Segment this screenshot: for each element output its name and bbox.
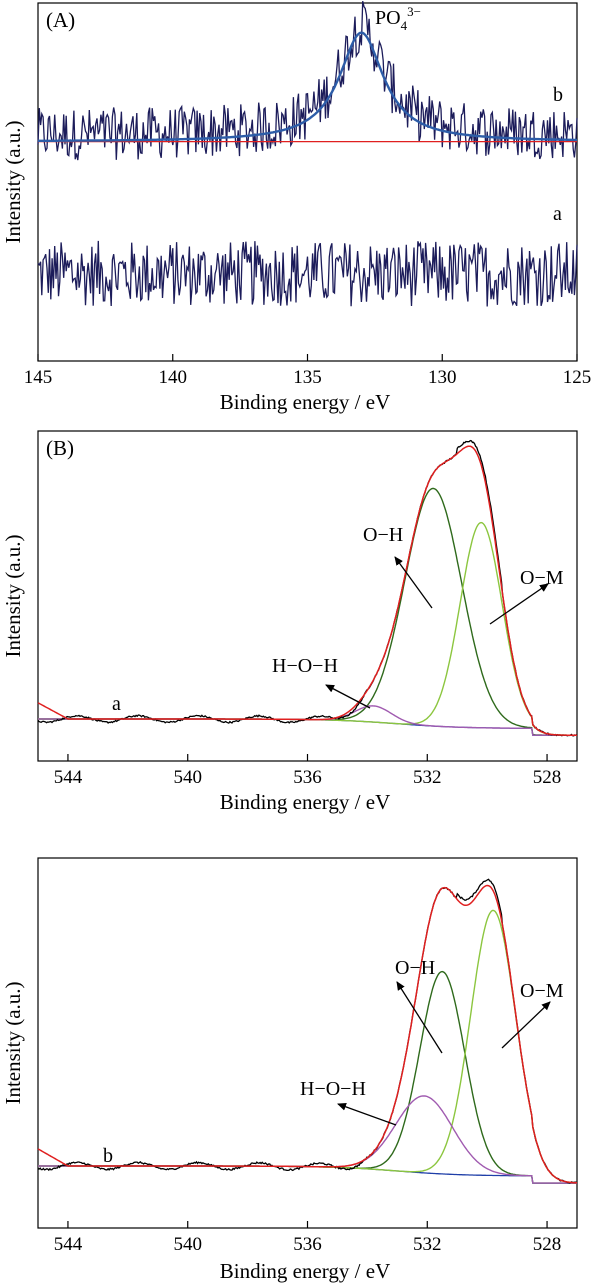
panel-b-tag: (B) <box>46 436 74 460</box>
x-tick-label: 528 <box>533 1234 562 1255</box>
panel-c-label-hoh: H−O−H <box>300 1078 366 1100</box>
panel-b-arrow-oh <box>394 556 433 609</box>
x-tick-label: 544 <box>54 767 83 788</box>
panel-c-sample-label: b <box>103 1145 113 1167</box>
panel-a-tag: (A) <box>46 8 75 32</box>
panel-a-y-axis-title: Intensity (a.u.) <box>1 120 25 243</box>
panel-c-label-om: O−M <box>520 980 564 1002</box>
x-tick-label: 532 <box>413 1234 442 1255</box>
panel-a-x-ticks: 145 140 135 130 125 <box>24 354 592 388</box>
panel-b-arrow-om <box>489 583 549 625</box>
x-tick-label: 135 <box>293 367 322 388</box>
raw-spectrum-line <box>37 439 578 737</box>
panel-a-peak-label: PO43− <box>375 4 421 33</box>
panel-b-annotations: O−H O−M H−O−H <box>272 524 564 709</box>
x-tick-label: 544 <box>54 1234 83 1255</box>
panel-b-label-hoh: H−O−H <box>272 655 338 677</box>
panel-a-x-axis-title: Binding energy / eV <box>220 390 391 414</box>
panel-c-y-axis-title: Intensity (a.u.) <box>1 981 25 1104</box>
panel-c-label-oh: O−H <box>395 957 435 979</box>
x-tick-label: 536 <box>293 1234 322 1255</box>
panel-c-curves <box>37 878 578 1184</box>
panel-c-arrow-oh <box>396 981 443 1054</box>
panel-b-y-axis-title: Intensity (a.u.) <box>1 534 25 657</box>
panel-a-curves <box>37 1 578 307</box>
x-tick-label: 540 <box>173 1234 202 1255</box>
background-line <box>38 718 577 736</box>
panel-c-annotations: O−H O−M H−O−H <box>300 957 564 1126</box>
x-tick-label: 540 <box>173 767 202 788</box>
panel-a: 145 140 135 130 125 (A) PO43− b a Binding en… <box>1 1 591 414</box>
x-tick-label: 140 <box>159 367 188 388</box>
panel-c: 544 540 536 532 528 b O−H O−M H−O−H Binding … <box>1 857 578 1283</box>
x-tick-label: 532 <box>413 767 442 788</box>
panel-c-x-axis-title: Binding energy / eV <box>220 1259 391 1283</box>
panel-c-x-ticks: 544 540 536 532 528 <box>54 1221 562 1255</box>
component-line <box>38 1095 577 1184</box>
panel-b-label-oh: O−H <box>363 524 403 546</box>
envelope-line <box>37 445 577 736</box>
panel-a-curve-label-a: a <box>553 203 562 225</box>
x-tick-label: 125 <box>563 367 592 388</box>
x-tick-label: 536 <box>293 767 322 788</box>
panel-c-arrow-hoh <box>337 1102 397 1126</box>
panel-a-curve-label-b: b <box>553 84 563 106</box>
po4-fit-line <box>38 31 577 142</box>
panel-b-label-om: O−M <box>520 567 564 589</box>
panel-b-x-ticks: 544 540 536 532 528 <box>54 754 562 788</box>
panel-a-plot-frame <box>37 2 578 362</box>
panel-c-arrow-om <box>501 1001 551 1049</box>
panel-b: 544 540 536 532 528 (B) a O−H O−M H−O−H Bind… <box>1 430 578 814</box>
x-tick-label: 145 <box>24 367 53 388</box>
panel-b-sample-label: a <box>112 693 121 715</box>
envelope-line <box>37 884 578 1184</box>
panel-b-arrow-hoh <box>325 684 371 709</box>
series-a-line <box>37 240 578 307</box>
x-tick-label: 130 <box>428 367 457 388</box>
panel-b-curves <box>37 439 578 737</box>
panel-b-x-axis-title: Binding energy / eV <box>220 790 391 814</box>
x-tick-label: 528 <box>533 767 562 788</box>
component-line <box>38 909 578 1184</box>
raw-spectrum-line <box>37 878 578 1184</box>
